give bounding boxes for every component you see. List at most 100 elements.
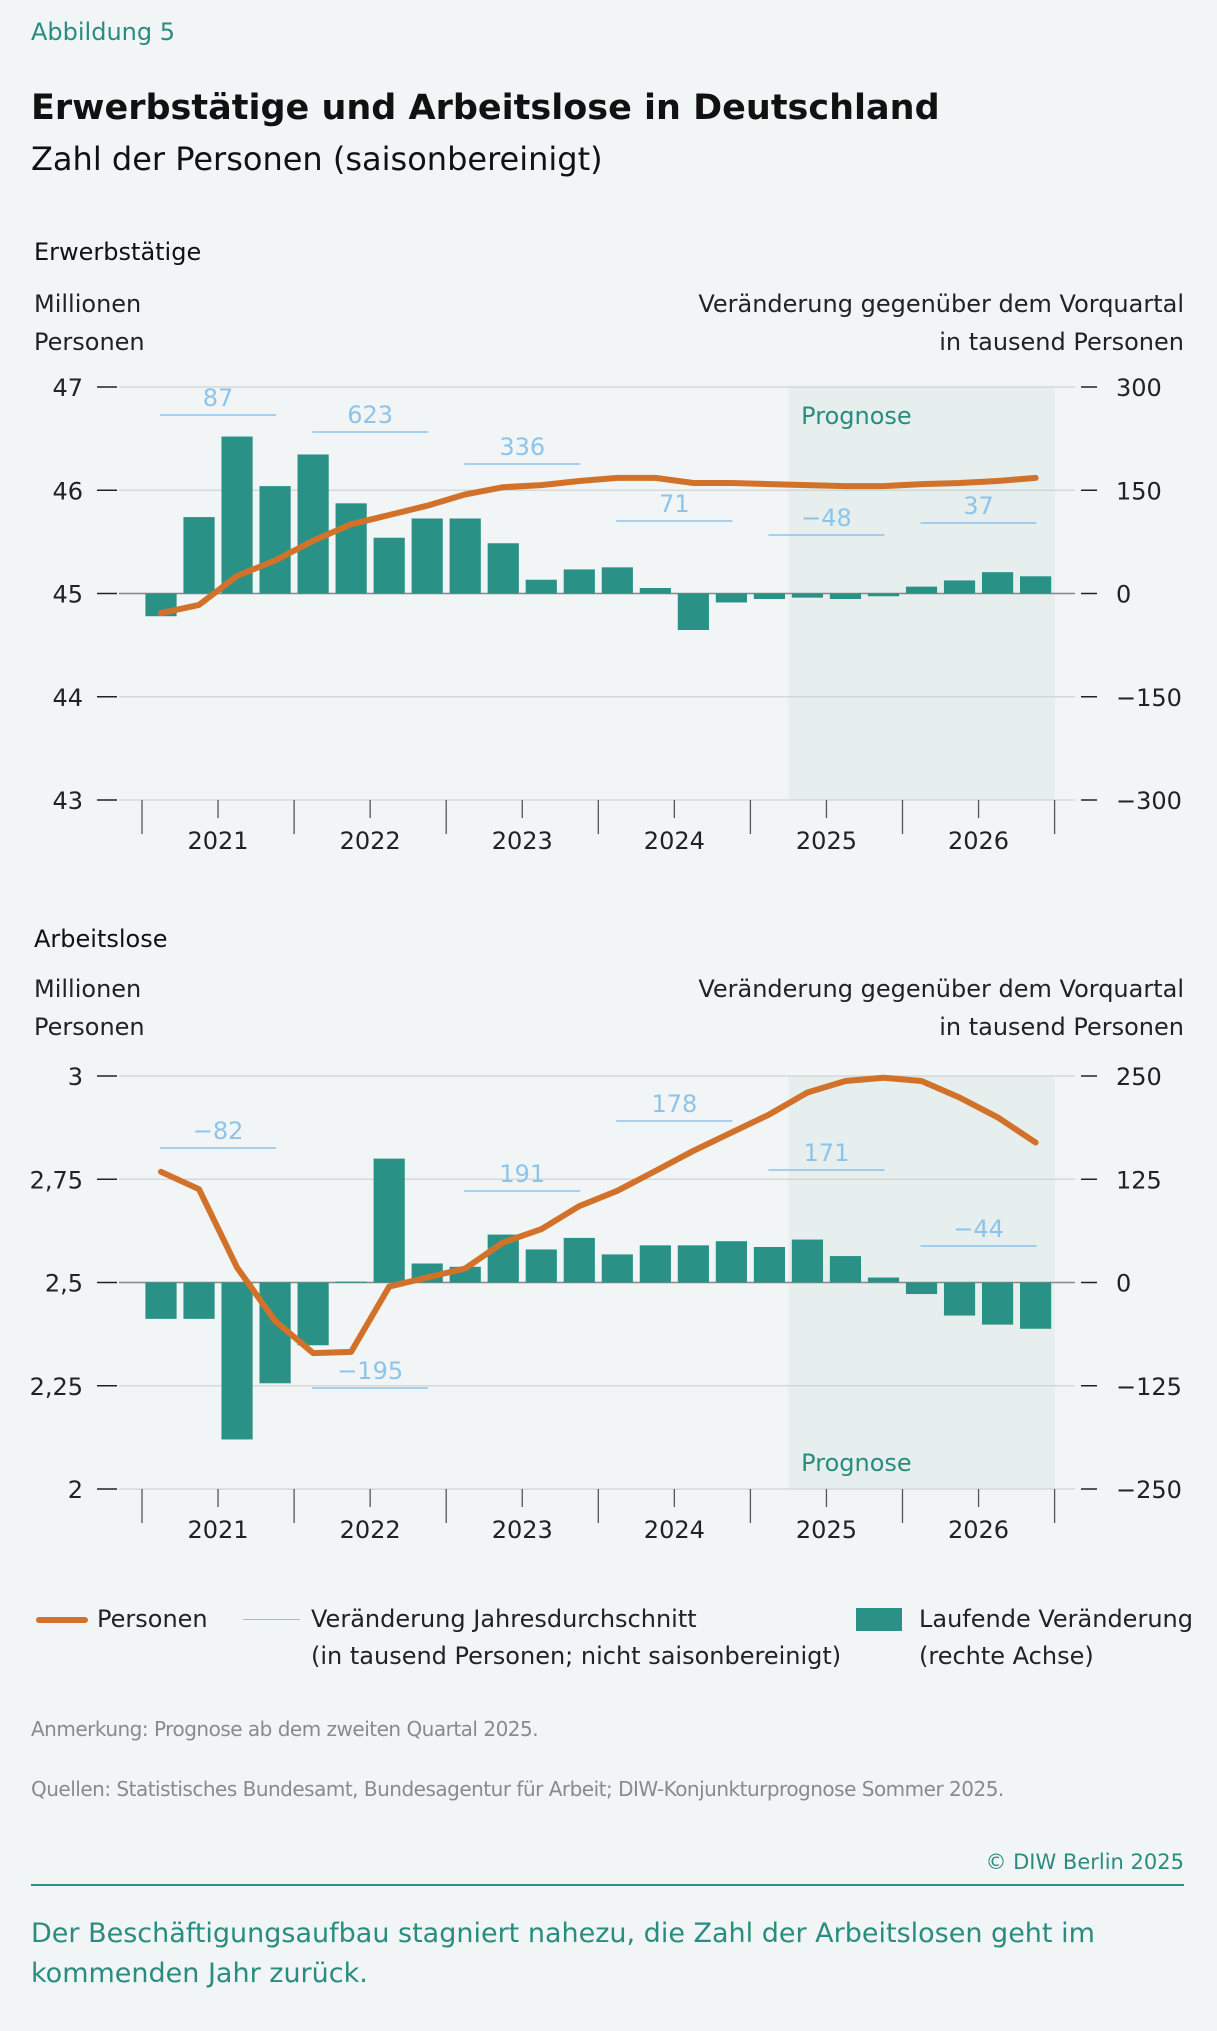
bar: [335, 503, 367, 594]
annual-change-label: −44: [953, 1215, 1004, 1243]
x-tick-label: 2026: [948, 827, 1009, 855]
bar: [715, 593, 747, 603]
bar: [221, 436, 253, 594]
legend-bar-swatch: [856, 1608, 902, 1631]
right-tick-label: 150: [1116, 477, 1162, 505]
bar: [183, 1282, 215, 1319]
bar: [791, 593, 824, 598]
annual-change-label: −82: [193, 1117, 244, 1145]
bar: [373, 1158, 405, 1283]
personen-line: [158, 1074, 1039, 1357]
left-tick-label: 46: [52, 477, 83, 505]
bar: [677, 1245, 709, 1283]
annual-change-label: 623: [347, 401, 393, 429]
legend-line-swatch: [36, 1617, 88, 1623]
right-axis-label-line: in tausend Personen: [939, 1013, 1184, 1041]
legend-bar-label: Laufende Veränderung (rechte Achse): [919, 1601, 1193, 1675]
bar: [487, 543, 519, 594]
bar: [297, 454, 329, 594]
annual-change-label: −195: [337, 1357, 403, 1385]
left-tick-label: 2,75: [30, 1166, 83, 1194]
x-tick-label: 2021: [188, 827, 249, 855]
right-tick-label: 300: [1116, 374, 1162, 402]
bar: [943, 580, 976, 594]
bar: [791, 1239, 824, 1283]
chart-title: Erwerbstätige und Arbeitslose in Deutsch…: [31, 88, 940, 128]
annual-change-label: 71: [659, 490, 690, 518]
x-tick-label: 2024: [644, 827, 705, 855]
bar: [829, 1256, 862, 1283]
left-tick-label: 2,25: [30, 1373, 83, 1401]
bar: [639, 1245, 671, 1283]
copyright: © DIW Berlin 2025: [985, 1850, 1184, 1874]
right-tick-label: −150: [1116, 684, 1182, 712]
bar: [639, 587, 671, 594]
bar: [677, 593, 709, 630]
right-axis-label-line: in tausend Personen: [939, 328, 1184, 356]
bar: [145, 1282, 177, 1319]
right-axis-label-line: Veränderung gegenüber dem Vorquartal: [698, 975, 1184, 1003]
legend-annual-label-line: (in tausend Personen; nicht saisonberein…: [311, 1642, 842, 1670]
left-tick-label: 2,5: [45, 1270, 83, 1298]
bar: [183, 517, 215, 594]
legend-bar-label-line: (rechte Achse): [919, 1642, 1094, 1670]
caption: Der Beschäftigungsaufbau stagniert nahez…: [31, 1918, 1095, 1989]
personen-line: [158, 474, 1039, 617]
x-tick-label: 2023: [492, 1516, 553, 1544]
left-axis-label: Millionen Personen: [34, 285, 145, 361]
bar: [867, 593, 900, 597]
x-tick-label: 2023: [492, 827, 553, 855]
panel-title-arbeitslose: Arbeitslose: [34, 925, 168, 953]
bar: [525, 579, 557, 594]
right-tick-label: 0: [1116, 581, 1131, 609]
bar: [221, 1282, 253, 1440]
bar: [1019, 576, 1052, 594]
x-tick-label: 2026: [948, 1516, 1009, 1544]
bar: [905, 1282, 938, 1295]
bar: [601, 1254, 633, 1283]
right-axis-label: Veränderung gegenüber dem Vorquartal in …: [698, 970, 1184, 1046]
legend-line-label: Personen: [97, 1605, 208, 1633]
left-tick-label: 47: [52, 374, 83, 402]
left-axis-label-line: Millionen: [34, 975, 142, 1003]
right-tick-label: 250: [1116, 1063, 1162, 1091]
bar: [601, 567, 633, 594]
bar: [563, 1237, 595, 1283]
note: Anmerkung: Prognose ab dem zweiten Quart…: [31, 1717, 539, 1741]
bar: [753, 1246, 786, 1283]
left-axis-label-line: Personen: [34, 328, 145, 356]
charts-canvas: Prognose 47 300 46 150 45 0 44 −150 43 −300 2021 202…: [30, 374, 1182, 1544]
legend-annual-swatch: [243, 1619, 300, 1620]
bar: [449, 518, 481, 594]
bar: [297, 1282, 329, 1346]
left-tick-label: 43: [52, 787, 83, 815]
annual-change-label: 191: [499, 1160, 545, 1188]
left-axis-label: Millionen Personen: [34, 970, 145, 1046]
annual-change-label: 336: [499, 433, 545, 461]
x-tick-label: 2022: [340, 827, 401, 855]
bar: [259, 486, 291, 594]
x-tick-label: 2025: [796, 1516, 857, 1544]
x-tick-label: 2021: [188, 1516, 249, 1544]
bar: [943, 1282, 976, 1316]
left-tick-label: 45: [52, 581, 83, 609]
forecast-label: Prognose: [801, 1449, 911, 1477]
annual-change-label: 87: [203, 384, 234, 412]
right-axis-label: Veränderung gegenüber dem Vorquartal in …: [698, 285, 1184, 361]
annual-change-label: 37: [963, 492, 994, 520]
bar: [411, 518, 443, 594]
right-tick-label: −300: [1116, 787, 1182, 815]
bar: [373, 537, 405, 594]
x-tick-label: 2022: [340, 1516, 401, 1544]
right-tick-label: −125: [1116, 1373, 1182, 1401]
left-axis-label-line: Millionen: [34, 290, 142, 318]
left-tick-label: 2: [68, 1476, 83, 1504]
legend-bar-label-line: Laufende Veränderung: [919, 1605, 1193, 1633]
left-tick-label: 44: [52, 684, 83, 712]
x-tick-label: 2024: [644, 1516, 705, 1544]
annual-change-label: 178: [651, 1090, 697, 1118]
bar: [867, 1277, 900, 1283]
legend-annual-label: Veränderung Jahresdurchschnitt (in tause…: [311, 1601, 841, 1675]
sources: Quellen: Statistisches Bundesamt, Bundes…: [31, 1777, 1004, 1801]
bar: [715, 1241, 747, 1283]
